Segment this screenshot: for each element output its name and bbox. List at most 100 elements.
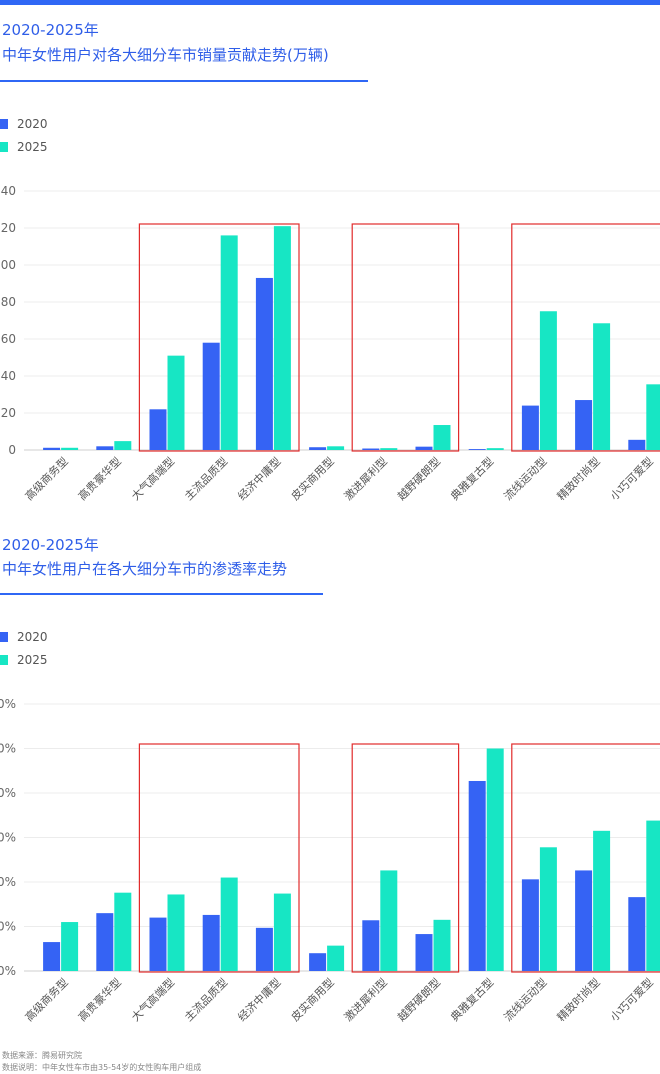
y-tick-label: 80 bbox=[1, 295, 16, 309]
chart2-title-line1: 2020-2025年 bbox=[2, 536, 99, 554]
bar-2020 bbox=[415, 934, 433, 971]
bar-2025 bbox=[220, 877, 238, 971]
legend-swatch-2020 bbox=[0, 118, 8, 129]
bar-2020 bbox=[309, 953, 327, 971]
top-accent-bar bbox=[0, 0, 660, 5]
y-tick-label: 20 bbox=[1, 406, 16, 420]
chart1-legend: 2020 2025 bbox=[0, 112, 48, 158]
bar-2020 bbox=[43, 447, 61, 450]
y-tick-label: 60% bbox=[0, 697, 16, 711]
sales-contribution-bar-chart: 0 20 40 60 80 100 120 140 高级商务型高贵豪华型大气高端型主流品质型经济… bbox=[0, 184, 660, 503]
x-category-label: 激进犀利型 bbox=[341, 975, 390, 1024]
chart1-title-line1: 2020-2025年 bbox=[2, 21, 99, 39]
bar-2020 bbox=[521, 879, 539, 971]
x-category-label: 精致时尚型 bbox=[554, 454, 603, 503]
x-category-label: 大气高端型 bbox=[128, 975, 177, 1024]
y-tick-label: 20% bbox=[0, 875, 16, 889]
x-category-label: 皮实商用型 bbox=[288, 975, 337, 1024]
bar-2020 bbox=[149, 409, 167, 450]
x-category-label: 大气高端型 bbox=[128, 454, 177, 503]
x-category-label: 精致时尚型 bbox=[554, 975, 603, 1024]
bar-2020 bbox=[575, 870, 593, 971]
x-category-label: 高级商务型 bbox=[22, 975, 71, 1024]
bar-2025 bbox=[646, 820, 660, 971]
bar-2020 bbox=[202, 914, 220, 971]
legend-label-2020: 2020 bbox=[17, 629, 48, 644]
bar-2025 bbox=[61, 922, 79, 971]
chart2-title-underline bbox=[0, 593, 323, 595]
x-category-label: 高贵豪华型 bbox=[75, 975, 124, 1024]
chart1-title-underline bbox=[0, 80, 368, 82]
bar-2020 bbox=[255, 927, 273, 971]
bar-2025 bbox=[380, 448, 398, 450]
x-category-label: 经济中庸型 bbox=[235, 454, 284, 503]
y-tick-label: 0 bbox=[8, 443, 16, 457]
x-category-label: 典雅复古型 bbox=[448, 454, 497, 503]
x-category-label: 越野硬朗型 bbox=[394, 975, 443, 1024]
highlight-box bbox=[351, 223, 460, 452]
bar-2020 bbox=[43, 942, 61, 971]
bar-2020 bbox=[96, 913, 114, 971]
bar-2020 bbox=[468, 780, 486, 971]
y-tick-label: 0% bbox=[0, 964, 16, 978]
bar-2020 bbox=[575, 400, 593, 450]
bar-2025 bbox=[593, 830, 611, 971]
bar-2025 bbox=[433, 919, 451, 971]
penetration-rate-bar-chart: 0% 10% 20% 30% 40% 50% 60% 高级商务型高贵豪华型大气高端型主流品质型… bbox=[0, 697, 660, 1024]
x-category-label: 流线运动型 bbox=[501, 975, 550, 1024]
bar-2020 bbox=[362, 448, 380, 450]
x-category-label: 经济中庸型 bbox=[235, 975, 284, 1024]
bar-2020 bbox=[521, 405, 539, 450]
chart2-title-line2: 中年女性用户在各大细分车市的渗透率走势 bbox=[2, 560, 288, 578]
x-category-label: 主流品质型 bbox=[182, 975, 231, 1024]
legend-item-2025: 2025 bbox=[0, 648, 48, 671]
bar-2020 bbox=[415, 446, 433, 450]
bar-2025 bbox=[114, 441, 132, 450]
bar-2025 bbox=[220, 235, 238, 450]
bar-2025 bbox=[486, 748, 504, 971]
bar-2025 bbox=[433, 425, 451, 450]
legend-label-2020: 2020 bbox=[17, 116, 48, 131]
legend-item-2025: 2025 bbox=[0, 135, 48, 158]
x-category-label: 典雅复古型 bbox=[448, 975, 497, 1024]
highlight-box bbox=[138, 223, 300, 452]
y-tick-label: 30% bbox=[0, 831, 16, 845]
bar-2020 bbox=[202, 342, 220, 450]
x-category-label: 流线运动型 bbox=[501, 454, 550, 503]
y-tick-label: 100 bbox=[0, 258, 16, 272]
legend-item-2020: 2020 bbox=[0, 112, 48, 135]
x-category-label: 小巧可爱型 bbox=[607, 975, 656, 1024]
legend-swatch-2025 bbox=[0, 654, 8, 665]
bar-2025 bbox=[273, 226, 291, 450]
bar-2020 bbox=[628, 439, 646, 450]
bar-2025 bbox=[327, 945, 345, 971]
chart1-title-line2: 中年女性用户对各大细分车市销量贡献走势(万辆) bbox=[2, 46, 329, 64]
legend-label-2025: 2025 bbox=[17, 652, 48, 667]
highlight-box bbox=[511, 223, 660, 452]
bar-2025 bbox=[167, 355, 185, 450]
x-category-label: 越野硬朗型 bbox=[394, 454, 443, 503]
x-category-label: 激进犀利型 bbox=[341, 454, 390, 503]
bar-2025 bbox=[61, 447, 79, 450]
highlight-box bbox=[351, 743, 460, 973]
x-category-label: 高级商务型 bbox=[22, 454, 71, 503]
data-source: 数据来源：腾易研究院 bbox=[2, 1051, 82, 1060]
legend-item-2020: 2020 bbox=[0, 625, 48, 648]
y-tick-label: 40 bbox=[1, 369, 16, 383]
bar-2025 bbox=[646, 384, 660, 450]
bar-2025 bbox=[114, 892, 132, 971]
bar-2025 bbox=[539, 311, 557, 450]
bar-2020 bbox=[255, 277, 273, 450]
legend-label-2025: 2025 bbox=[17, 139, 48, 154]
bar-2025 bbox=[273, 893, 291, 971]
data-note: 数据说明：中年女性车市由35-54岁的女性购车用户组成 bbox=[2, 1063, 202, 1072]
bar-2025 bbox=[167, 894, 185, 971]
bar-2020 bbox=[362, 920, 380, 971]
y-tick-label: 50% bbox=[0, 742, 16, 756]
x-category-label: 皮实商用型 bbox=[288, 454, 337, 503]
bar-2025 bbox=[593, 323, 611, 450]
x-category-label: 高贵豪华型 bbox=[75, 454, 124, 503]
legend-swatch-2020 bbox=[0, 631, 8, 642]
y-tick-label: 40% bbox=[0, 786, 16, 800]
bar-2020 bbox=[309, 447, 327, 450]
